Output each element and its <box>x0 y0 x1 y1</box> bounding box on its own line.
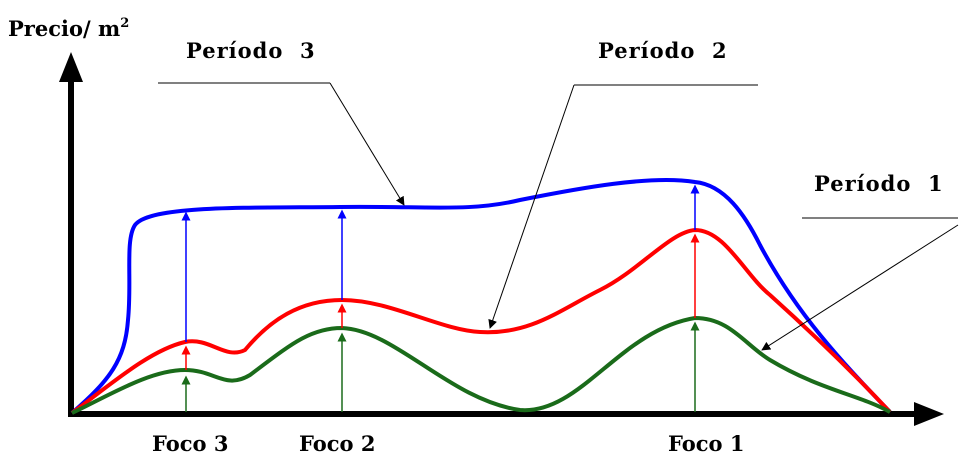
period-1-curve <box>71 315 891 415</box>
foco-1-label: Foco 1 <box>668 431 744 456</box>
period-2-label: Período 2 <box>598 38 728 63</box>
y-axis-arrow <box>59 52 83 82</box>
period-3-curve <box>70 178 892 415</box>
period-1-label: Período 1 <box>814 171 944 196</box>
period-3-label: Período 3 <box>186 38 316 63</box>
period-1-leader <box>761 224 959 351</box>
period-3-leader <box>329 82 405 206</box>
period-2-leader <box>488 84 575 329</box>
x-axis-arrow <box>914 402 944 426</box>
foco-3-label: Foco 3 <box>152 431 228 456</box>
period-2-curve <box>70 227 892 415</box>
foco-2-label: Foco 2 <box>299 431 375 456</box>
y-axis-title: Precio/ m2 <box>8 16 129 41</box>
